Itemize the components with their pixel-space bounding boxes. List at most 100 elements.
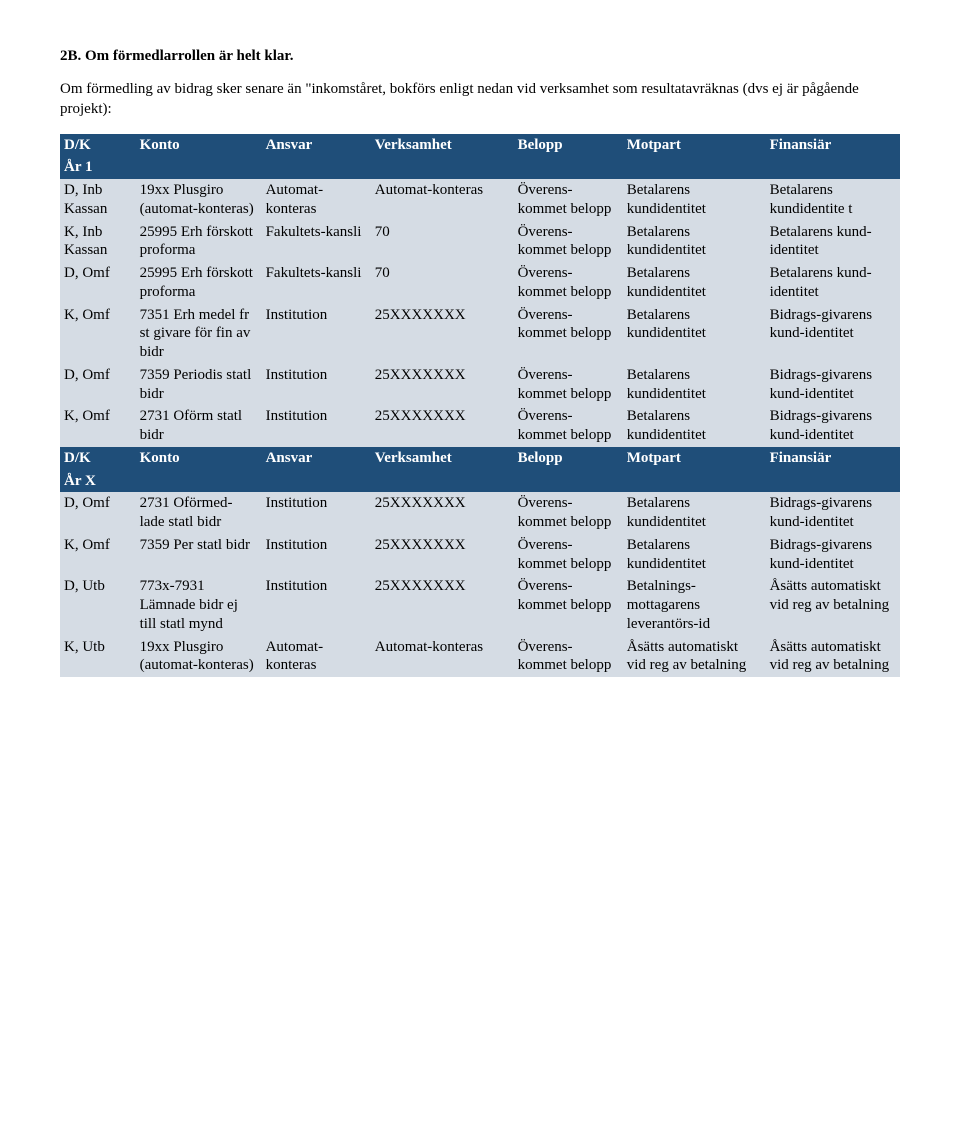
col-5: Motpart: [623, 447, 766, 470]
col-6: Finansiär: [766, 447, 900, 470]
cell-fin: Bidrags-givarens kund-identitet: [766, 304, 900, 364]
year1-label-row: År 1: [60, 156, 900, 179]
yearX-label-row: År X: [60, 470, 900, 493]
cell-ansvar: Institution: [262, 534, 371, 576]
col-4: Belopp: [514, 447, 623, 470]
table-row: K, Omf2731 Oförm statl bidrInstitution25…: [60, 405, 900, 447]
cell-motpart: Åsätts automatiskt vid reg av betalning: [623, 636, 766, 678]
cell-dk: D, Omf: [60, 492, 136, 534]
col-1: Konto: [136, 447, 262, 470]
cell-motpart: Betalarens kundidentitet: [623, 534, 766, 576]
table-row: D, Omf2731 Oförmed-lade statl bidrInstit…: [60, 492, 900, 534]
cell-verk: 25XXXXXXX: [371, 492, 514, 534]
cell-fin: Åsätts automatiskt vid reg av betalning: [766, 636, 900, 678]
cell-ansvar: Automat-konteras: [262, 636, 371, 678]
cell-dk: K, Inb Kassan: [60, 221, 136, 263]
cell-konto: 7359 Per statl bidr: [136, 534, 262, 576]
cell-belopp: Överens-kommet belopp: [514, 575, 623, 635]
cell-ansvar: Fakultets-kansli: [262, 262, 371, 304]
cell-belopp: Överens-kommet belopp: [514, 221, 623, 263]
cell-ansvar: Institution: [262, 492, 371, 534]
yearX-label: År X: [60, 470, 136, 493]
cell-fin: Betalarens kund-identitet: [766, 221, 900, 263]
cell-dk: K, Omf: [60, 534, 136, 576]
cell-dk: D, Utb: [60, 575, 136, 635]
table-header-row: D/K Konto Ansvar Verksamhet Belopp Motpa…: [60, 134, 900, 157]
cell-verk: Automat-konteras: [371, 179, 514, 221]
table-row: K, Omf7359 Per statl bidrInstitution25XX…: [60, 534, 900, 576]
cell-konto: 7359 Periodis statl bidr: [136, 364, 262, 406]
cell-verk: 25XXXXXXX: [371, 405, 514, 447]
cell-ansvar: Institution: [262, 304, 371, 364]
cell-motpart: Betalarens kundidentitet: [623, 179, 766, 221]
year1-label: År 1: [60, 156, 136, 179]
cell-fin: Bidrags-givarens kund-identitet: [766, 492, 900, 534]
cell-motpart: Betalnings-mottagarens leverantörs-id: [623, 575, 766, 635]
col-2: Ansvar: [262, 447, 371, 470]
cell-verk: 25XXXXXXX: [371, 304, 514, 364]
cell-dk: D, Omf: [60, 262, 136, 304]
col-verksamhet: Verksamhet: [371, 134, 514, 157]
cell-fin: Bidrags-givarens kund-identitet: [766, 534, 900, 576]
cell-fin: Bidrags-givarens kund-identitet: [766, 364, 900, 406]
table-row: K, Inb Kassan25995 Erh förskott proforma…: [60, 221, 900, 263]
cell-fin: Betalarens kundidentite t: [766, 179, 900, 221]
cell-konto: 7351 Erh medel fr st givare för fin av b…: [136, 304, 262, 364]
table-row: K, Omf7351 Erh medel fr st givare för fi…: [60, 304, 900, 364]
table-row: D, Inb Kassan19xx Plusgiro (automat-kont…: [60, 179, 900, 221]
cell-konto: 19xx Plusgiro (automat-konteras): [136, 179, 262, 221]
cell-motpart: Betalarens kundidentitet: [623, 405, 766, 447]
cell-motpart: Betalarens kundidentitet: [623, 304, 766, 364]
cell-belopp: Överens-kommet belopp: [514, 179, 623, 221]
cell-ansvar: Fakultets-kansli: [262, 221, 371, 263]
cell-motpart: Betalarens kundidentitet: [623, 364, 766, 406]
cell-konto: 773x-7931 Lämnade bidr ej till statl myn…: [136, 575, 262, 635]
cell-belopp: Överens-kommet belopp: [514, 405, 623, 447]
cell-belopp: Överens-kommet belopp: [514, 364, 623, 406]
cell-belopp: Överens-kommet belopp: [514, 492, 623, 534]
cell-verk: 70: [371, 262, 514, 304]
table-header-row-2: D/KKontoAnsvarVerksamhetBeloppMotpartFin…: [60, 447, 900, 470]
cell-fin: Bidrags-givarens kund-identitet: [766, 405, 900, 447]
cell-verk: 25XXXXXXX: [371, 534, 514, 576]
cell-ansvar: Automat-konteras: [262, 179, 371, 221]
cell-dk: D, Omf: [60, 364, 136, 406]
cell-belopp: Överens-kommet belopp: [514, 262, 623, 304]
cell-belopp: Överens-kommet belopp: [514, 304, 623, 364]
table-row: D, Omf7359 Periodis statl bidrInstitutio…: [60, 364, 900, 406]
cell-belopp: Överens-kommet belopp: [514, 636, 623, 678]
col-3: Verksamhet: [371, 447, 514, 470]
cell-konto: 2731 Oförm statl bidr: [136, 405, 262, 447]
cell-verk: Automat-konteras: [371, 636, 514, 678]
col-finansiar: Finansiär: [766, 134, 900, 157]
cell-ansvar: Institution: [262, 575, 371, 635]
cell-ansvar: Institution: [262, 364, 371, 406]
bookkeeping-table: D/K Konto Ansvar Verksamhet Belopp Motpa…: [60, 134, 900, 678]
cell-motpart: Betalarens kundidentitet: [623, 221, 766, 263]
section-heading: 2B. Om förmedlarrollen är helt klar.: [60, 48, 900, 65]
cell-ansvar: Institution: [262, 405, 371, 447]
col-konto: Konto: [136, 134, 262, 157]
cell-belopp: Överens-kommet belopp: [514, 534, 623, 576]
cell-dk: D, Inb Kassan: [60, 179, 136, 221]
cell-motpart: Betalarens kundidentitet: [623, 492, 766, 534]
cell-fin: Åsätts automatiskt vid reg av betalning: [766, 575, 900, 635]
cell-konto: 2731 Oförmed-lade statl bidr: [136, 492, 262, 534]
cell-dk: K, Omf: [60, 405, 136, 447]
cell-konto: 25995 Erh förskott proforma: [136, 221, 262, 263]
col-motpart: Motpart: [623, 134, 766, 157]
col-dk: D/K: [60, 134, 136, 157]
table-row: D, Omf25995 Erh förskott proformaFakulte…: [60, 262, 900, 304]
cell-motpart: Betalarens kundidentitet: [623, 262, 766, 304]
cell-dk: K, Utb: [60, 636, 136, 678]
cell-fin: Betalarens kund-identitet: [766, 262, 900, 304]
cell-konto: 25995 Erh förskott proforma: [136, 262, 262, 304]
table-row: K, Utb19xx Plusgiro (automat-konteras)Au…: [60, 636, 900, 678]
col-belopp: Belopp: [514, 134, 623, 157]
table-row: D, Utb773x-7931 Lämnade bidr ej till sta…: [60, 575, 900, 635]
cell-verk: 25XXXXXXX: [371, 364, 514, 406]
cell-verk: 70: [371, 221, 514, 263]
cell-dk: K, Omf: [60, 304, 136, 364]
intro-paragraph: Om förmedling av bidrag sker senare än "…: [60, 79, 900, 120]
cell-verk: 25XXXXXXX: [371, 575, 514, 635]
